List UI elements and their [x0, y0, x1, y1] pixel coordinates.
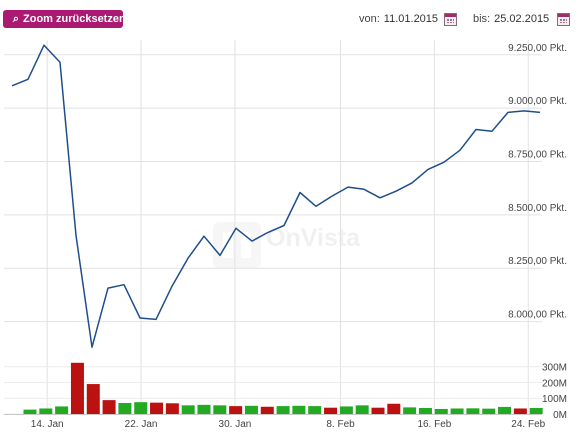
volume-bar — [229, 406, 243, 414]
volume-bar — [55, 406, 69, 414]
volume-bar — [355, 405, 369, 414]
volume-bar — [513, 408, 527, 414]
watermark-logo-mark — [241, 232, 251, 258]
volume-bar — [308, 406, 322, 414]
volume-bar — [403, 407, 417, 414]
volume-tick-label: 0M — [553, 410, 567, 421]
volume-bar — [244, 405, 258, 414]
date-from-label: von: — [359, 13, 380, 25]
volume-tick-label: 200M — [542, 378, 567, 389]
date-tick-label: 22. Jan — [125, 419, 158, 430]
volume-bar — [197, 404, 211, 414]
volume-bar — [292, 405, 306, 414]
date-tick-label: 14. Jan — [31, 419, 64, 430]
volume-bar — [70, 362, 84, 414]
volume-bar — [23, 409, 37, 414]
date-to: bis: 25.02.2015 — [473, 13, 549, 25]
volume-bar — [86, 384, 100, 414]
date-to-label: bis: — [473, 13, 491, 25]
volume-bar — [181, 405, 195, 414]
date-from-value[interactable]: 11.01.2015 — [383, 13, 439, 25]
onvista-watermark: OnVista — [213, 222, 361, 268]
date-to-value[interactable]: 25.02.2015 — [494, 13, 550, 25]
volume-tick-label: 300M — [542, 363, 567, 374]
volume-bar — [213, 405, 227, 414]
date-from: von: 11.01.2015 — [359, 13, 438, 25]
volume-bar — [150, 402, 164, 414]
volume-bar — [450, 408, 464, 414]
zoom-reset-button[interactable]: ⌕ Zoom zurücksetzen — [3, 10, 126, 28]
watermark-text: OnVista — [266, 224, 361, 252]
volume-bar — [371, 407, 385, 414]
watermark-logo-mark — [223, 232, 233, 258]
watermark-logo-icon — [213, 222, 261, 268]
magnifier-icon: ⌕ — [12, 13, 20, 25]
volume-bar — [118, 402, 132, 414]
volume-bar — [324, 407, 338, 414]
calendar-from-icon[interactable] — [444, 13, 457, 26]
volume-bar — [387, 403, 401, 414]
volume-bar — [134, 402, 148, 414]
zoom-reset-label: Zoom zurücksetzen — [23, 13, 126, 25]
volume-bar — [482, 408, 496, 414]
date-tick-label: 24. Feb — [511, 419, 545, 430]
date-tick-label: 16. Feb — [417, 419, 451, 430]
date-tick-label: 30. Jan — [219, 419, 252, 430]
volume-bar — [434, 408, 448, 414]
price-tick-label: 9.250,00 Pkt. — [508, 43, 567, 54]
volume-bar — [418, 408, 432, 414]
volume-bar — [529, 408, 543, 414]
volume-bar — [466, 408, 480, 414]
volume-tick-label: 100M — [542, 394, 567, 405]
price-tick-label: 9.000,00 Pkt. — [508, 96, 567, 107]
volume-bar — [39, 408, 53, 414]
calendar-to-icon[interactable] — [557, 13, 570, 26]
volume-bar — [339, 406, 353, 414]
price-tick-label: 8.250,00 Pkt. — [508, 256, 567, 267]
price-tick-label: 8.000,00 Pkt. — [508, 310, 567, 321]
volume-bar — [260, 406, 274, 414]
date-tick-label: 8. Feb — [326, 419, 355, 430]
volume-bar — [276, 406, 290, 414]
volume-bar — [498, 406, 512, 414]
volume-bar — [102, 400, 116, 414]
price-tick-label: 8.500,00 Pkt. — [508, 203, 567, 214]
price-line — [11, 44, 541, 348]
price-tick-label: 8.750,00 Pkt. — [508, 150, 567, 161]
volume-bar — [165, 403, 179, 414]
